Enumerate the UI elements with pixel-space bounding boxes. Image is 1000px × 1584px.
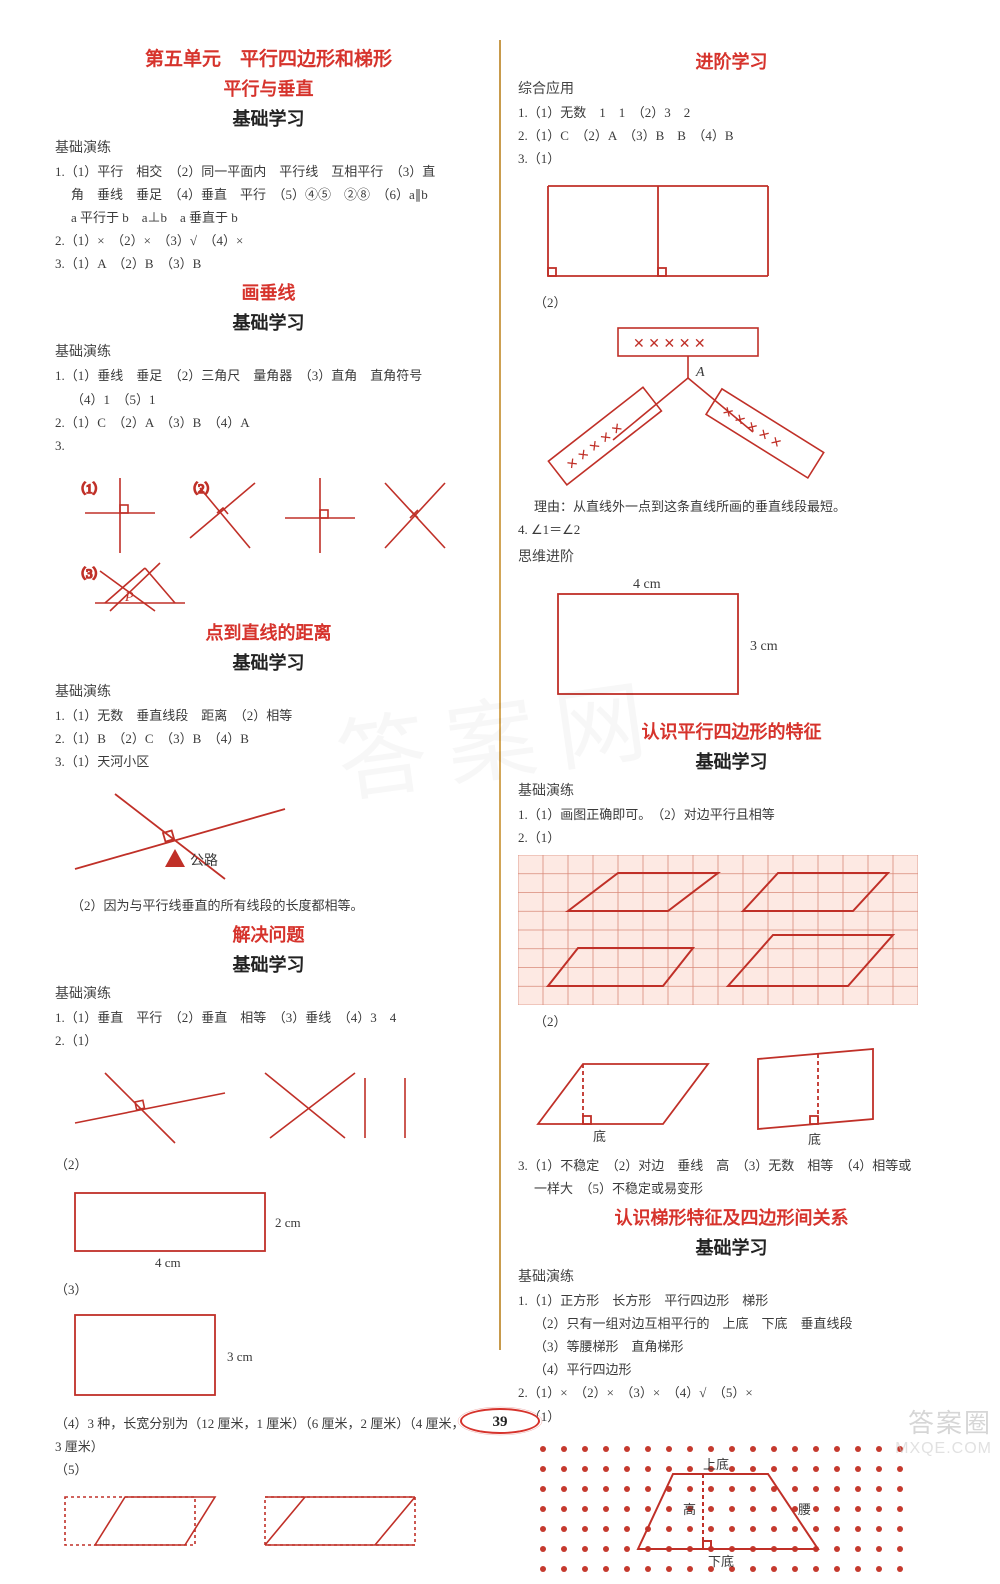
r2-w: 4 cm [155,1255,181,1270]
s4-rect2: 2 cm 4 cm [55,1183,482,1273]
r2-fig2: 底 底 [518,1039,945,1149]
s3-figure: 公路 [55,779,482,889]
r1-fig1 [518,176,945,286]
label-A: A [695,365,705,380]
s3-l1: 1.（1）无数 垂直线段 距离 （2）相等 [55,705,482,727]
trap-bottom: 下底 [708,1554,734,1569]
wm-brand: 答案圈 [895,1403,992,1440]
s4-rect3-lbl: （3） [55,1279,482,1301]
s2-l1: 1.（1）垂线 垂足 （2）三角尺 量角器 （3）直角 直角符号 [55,365,482,387]
r3-l2: 2.（1）× （2）× （3）× （4）√ （5）× [518,1382,945,1404]
s3-study: 基础学习 [55,649,482,675]
s2-label: 基础演练 [55,341,482,361]
r1-heading: 进阶学习 [518,48,945,74]
trap-top: 上底 [703,1457,729,1472]
s1-l3: 3.（1）A （2）B （3）B [55,253,482,275]
r2-l2b: （2） [518,1011,945,1033]
r3-label: 基础演练 [518,1266,945,1286]
s1-heading: 平行与垂直 [55,75,482,101]
road-label: 公路 [190,853,218,869]
r2-l3b: 一样大 （5）不稳定或易变形 [518,1178,945,1200]
r2-h: 2 cm [275,1215,301,1230]
r1-fig2: ✕ ✕ ✕ ✕ ✕ A ✕ ✕ ✕ ✕ ✕ ✕ ✕ ✕ ✕ ✕ [518,320,945,490]
r1-l3: 3.（1） [518,148,945,170]
s4-rect2-lbl: （2） [55,1154,482,1176]
s1-l1b: 角 垂线 垂足 （4）垂直 平行 （5）④⑤ ②⑧ （6）a∥b [55,184,482,206]
s2-study: 基础学习 [55,309,482,335]
svg-text:✕ ✕ ✕ ✕ ✕: ✕ ✕ ✕ ✕ ✕ [633,337,706,352]
s1-l1c: a 平行于 b a⊥b a 垂直于 b [55,207,482,229]
point-p: P [124,590,134,605]
s4-study: 基础学习 [55,951,482,977]
rr-w: 4 cm [633,577,661,592]
s3-label: 基础演练 [55,681,482,701]
r1-think: 思维进阶 [518,546,945,566]
trap-h: 高 [683,1502,696,1517]
s2-heading: 画垂线 [55,279,482,305]
r2-heading: 认识平行四边形的特征 [518,718,945,744]
r1-l1: 1.（1）无数 1 1 （2）3 2 [518,102,945,124]
r1-reason: 理由：从直线外一点到这条直线所画的垂直线段最短。 [518,496,945,518]
r2-l2: 2.（1） [518,827,945,849]
corner-watermark: 答案圈 MXQE.COM [895,1403,992,1458]
r3-trap: 上底 下底 高 腰 [518,1434,945,1584]
r1-label: 综合应用 [518,78,945,98]
s4-label: 基础演练 [55,983,482,1003]
fig-lbl-1: （1） [73,481,106,496]
s3-l3: 3.（1）天河小区 [55,751,482,773]
s4-l2: 2.（1） [55,1030,482,1052]
r1-rect: 4 cm 3 cm [518,572,945,712]
r3-l3: 3.（1） [518,1406,945,1428]
r2-label: 基础演练 [518,780,945,800]
fig-lbl-3: （3） [73,566,106,581]
r2-l1: 1.（1）画图正确即可。 （2）对边平行且相等 [518,804,945,826]
s2-l1b: （4）1 （5）1 [55,389,482,411]
s1-study: 基础学习 [55,105,482,131]
s2-l3: 3. [55,435,482,457]
unit-title: 第五单元 平行四边形和梯形 [55,44,482,71]
s1-l2: 2.（1）× （2）× （3）√ （4）× [55,230,482,252]
r2-study: 基础学习 [518,748,945,774]
triangle-marker [165,849,185,867]
r1-l4: 4. ∠1＝∠2 [518,519,945,541]
svg-text:底: 底 [593,1129,606,1144]
s1-l1: 1.（1）平行 相交 （2）同一平面内 平行线 互相平行 （3）直 [55,161,482,183]
rr-h: 3 cm [750,639,778,654]
r2-grid [518,855,945,1005]
s1-label: 基础演练 [55,137,482,157]
right-column: 进阶学习 综合应用 1.（1）无数 1 1 （2）3 2 2.（1）C （2）A… [503,40,960,1350]
column-divider [499,40,501,1350]
page-number-badge: 39 [455,1404,545,1438]
s4-l3b: 3 厘米） [55,1436,482,1458]
r3-l1: 1.（1）正方形 长方形 平行四边形 梯形 [518,1290,945,1312]
r3-h: 3 cm [227,1349,253,1364]
s2-l2: 2.（1）C （2）A （3）B （4）A [55,412,482,434]
svg-text:底: 底 [808,1132,821,1147]
r2-l3: 3.（1）不稳定 （2）对边 垂线 高 （3）无数 相等 （4）相等或 [518,1155,945,1177]
s4-rect3: 3 cm [55,1307,482,1407]
left-column: 第五单元 平行四边形和梯形 平行与垂直 基础学习 基础演练 1.（1）平行 相交… [40,40,497,1350]
s4-l3: （4）3 种，长宽分别为（12 厘米，1 厘米）（6 厘米，2 厘米）（4 厘米… [55,1413,482,1435]
r3-l1d: （4）平行四边形 [518,1359,945,1381]
s4-fig5 [55,1487,482,1557]
page-num-text: 39 [493,1414,508,1430]
s3-heading: 点到直线的距离 [55,619,482,645]
r3-study: 基础学习 [518,1234,945,1260]
page-container: 第五单元 平行四边形和梯形 平行与垂直 基础学习 基础演练 1.（1）平行 相交… [0,0,1000,1380]
s4-l4: （5） [55,1459,482,1481]
r3-l1c: （3）等腰梯形 直角梯形 [518,1336,945,1358]
s4-heading: 解决问题 [55,921,482,947]
s4-l1: 1.（1）垂直 平行 （2）垂直 相等 （3）垂线 （4）3 4 [55,1007,482,1029]
r1-l3b: （2） [518,292,945,314]
wm-url: MXQE.COM [895,1440,992,1458]
r3-heading: 认识梯形特征及四边形间关系 [518,1204,945,1230]
r1-l2: 2.（1）C （2）A （3）B B （4）B [518,125,945,147]
r3-l1b: （2）只有一组对边互相平行的 上底 下底 垂直线段 [518,1313,945,1335]
s2-figure: （1） （2） [55,463,482,613]
s3-l2: 2.（1）B （2）C （3）B （4）B [55,728,482,750]
trap-side: 腰 [798,1502,811,1517]
s3-l4: （2）因为与平行线垂直的所有线段的长度都相等。 [55,895,482,917]
s4-fig1 [55,1058,482,1148]
